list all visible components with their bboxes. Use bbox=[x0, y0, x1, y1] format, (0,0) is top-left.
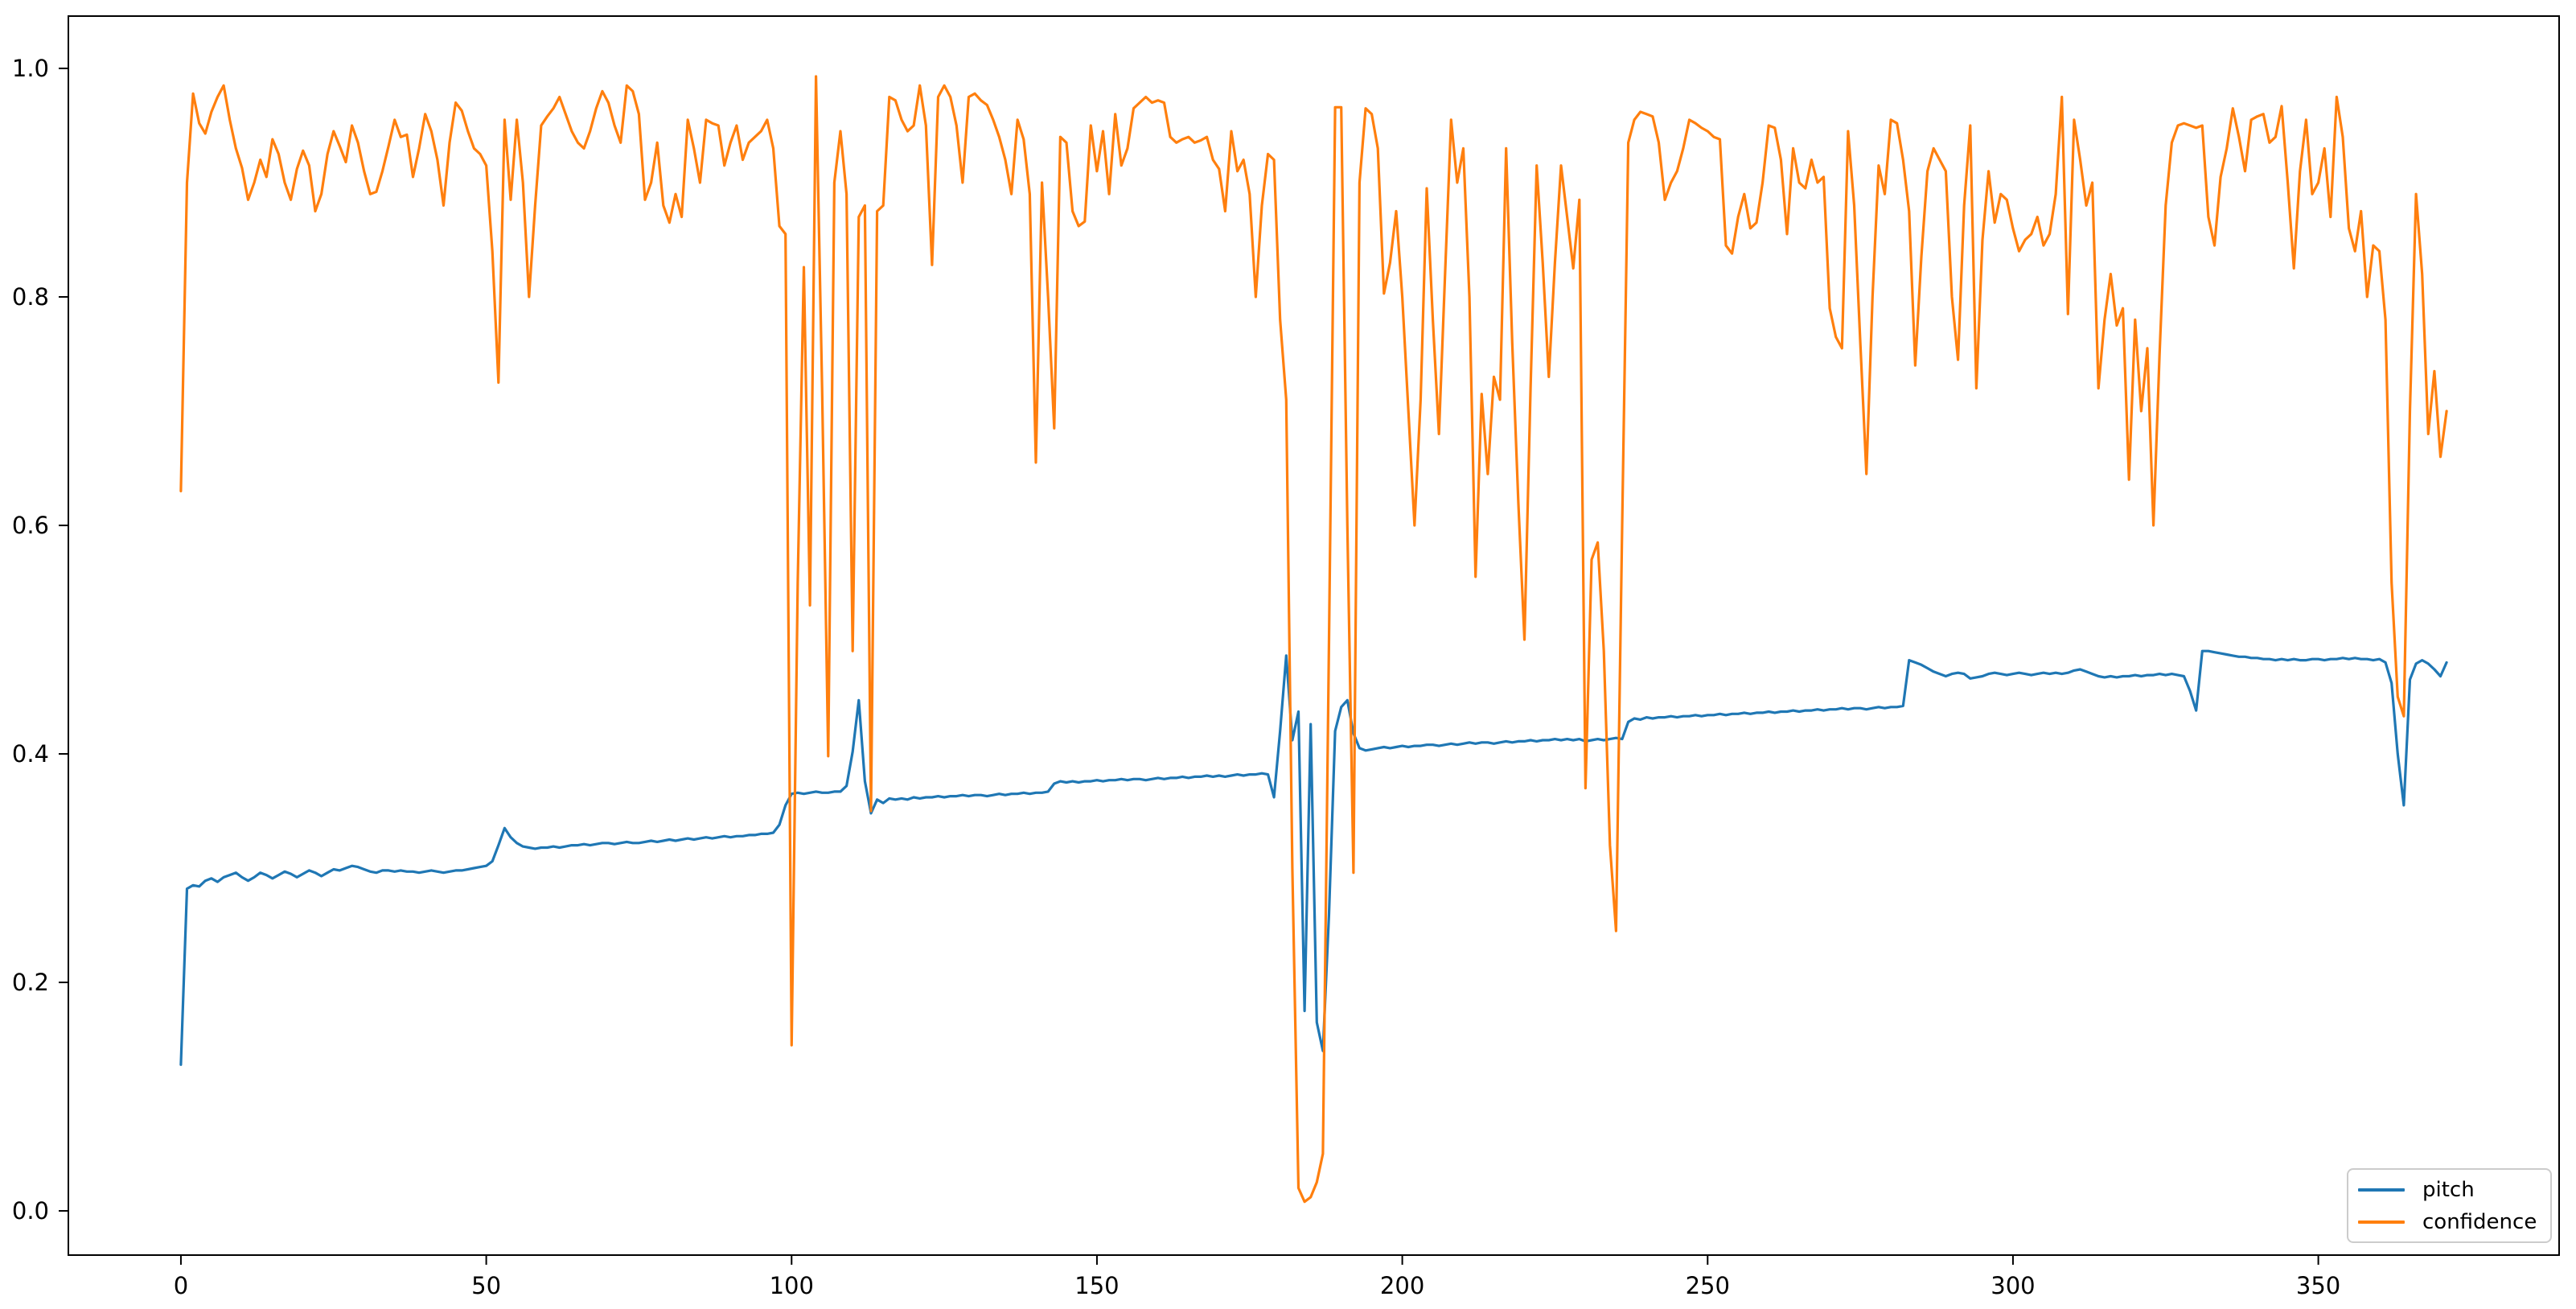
legend-item-confidence: confidence bbox=[2358, 1210, 2541, 1234]
axes-ticks: 0 50 100 150 200 250 300 350 0.0 0.2 0.4 0.6 0.8 1.0 bbox=[12, 55, 2340, 1299]
plot-border bbox=[68, 15, 2560, 1256]
x-tick-label: 50 bbox=[471, 1272, 501, 1299]
x-tick-label: 250 bbox=[1686, 1272, 1730, 1299]
y-tick-label: 0.2 bbox=[12, 969, 49, 996]
data-series bbox=[179, 75, 2448, 1204]
x-tick-label: 300 bbox=[1991, 1272, 2035, 1299]
x-tick-label: 0 bbox=[174, 1272, 188, 1299]
legend-label-pitch: pitch bbox=[2422, 1177, 2475, 1202]
pitch-line bbox=[179, 649, 2448, 1066]
pitch-line-swatch bbox=[2358, 1188, 2405, 1192]
y-tick-label: 0.6 bbox=[12, 512, 49, 539]
y-tick-label: 0.0 bbox=[12, 1197, 49, 1225]
legend: pitch confidence bbox=[2347, 1168, 2552, 1243]
legend-label-confidence: confidence bbox=[2422, 1209, 2537, 1234]
confidence-line-swatch bbox=[2358, 1220, 2405, 1224]
y-tick-label: 0.4 bbox=[12, 740, 49, 768]
confidence-line bbox=[179, 75, 2448, 1204]
y-tick-label: 0.8 bbox=[12, 283, 49, 311]
x-tick-label: 150 bbox=[1074, 1272, 1119, 1299]
y-tick-label: 1.0 bbox=[12, 55, 49, 82]
x-tick-label: 100 bbox=[770, 1272, 814, 1299]
x-tick-label: 200 bbox=[1380, 1272, 1424, 1299]
x-tick-label: 350 bbox=[2296, 1272, 2340, 1299]
legend-item-pitch: pitch bbox=[2358, 1178, 2541, 1202]
